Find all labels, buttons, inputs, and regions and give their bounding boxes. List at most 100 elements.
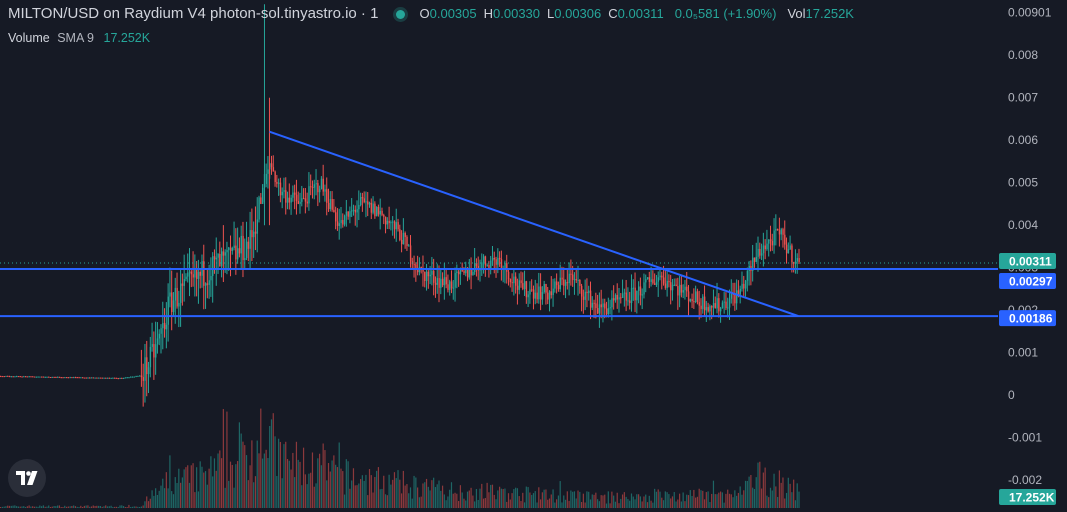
volume-bar [224,487,226,508]
volume-bar [666,492,668,508]
candle-body [541,292,544,300]
candle-body [646,277,649,280]
volume-bar [217,453,219,508]
volume-bar [518,496,520,508]
symbol-title[interactable]: MILTON/USD on Raydium V4 photon-sol.tiny… [8,5,379,22]
volume-bar [429,490,431,508]
volume-bar [780,482,782,508]
volume-bar [174,477,176,508]
volume-bar [358,483,360,508]
market-status-dot-icon [396,9,406,19]
candle-body [586,291,588,294]
candle-body [621,293,624,298]
volume-bar [468,490,470,508]
candle-body [365,201,367,203]
trendline[interactable] [269,130,799,318]
candle-body [83,377,86,379]
volume-bar [254,476,257,508]
volume-bar [28,505,30,508]
candle-body [335,212,337,222]
volume-bar [550,494,552,508]
volume-bar [372,492,374,508]
candle-body [237,248,239,260]
volume-bar [411,498,413,508]
candle-body [654,283,656,285]
volume-bar [516,488,519,508]
volume-bar [105,505,107,508]
candle-body [463,270,465,274]
candle-body [655,281,658,285]
candle-body [181,283,184,286]
candle-body [85,377,87,379]
volume-bar [659,491,661,508]
candle-body [559,277,561,290]
volume-bar [787,477,789,508]
candle-body [741,283,743,289]
volume-bar [363,480,365,508]
candle-body [629,300,631,304]
volume-bar [204,471,207,508]
candle-body [580,285,583,297]
volume-bar [609,503,611,508]
candle-body [119,378,121,380]
candle-body [244,258,246,261]
volume-bar [258,453,260,508]
candle-body [8,376,11,378]
volume-bar [49,507,52,508]
candle-body [235,245,237,260]
volume-bar [764,467,766,508]
candle-body [163,322,166,330]
volume-bar [618,503,620,508]
candle-body [481,262,483,270]
candle-body [329,198,332,210]
candle-body [267,169,269,174]
volume-bar [197,491,200,508]
volume-legend[interactable]: Volume SMA 9 17.252K [8,31,150,45]
volume-bar [240,433,242,508]
tradingview-logo-icon[interactable] [8,459,46,497]
volume-bar [329,471,331,508]
candle-body [254,231,257,234]
volume-bar [541,492,543,508]
volume-bar [775,486,777,508]
candle-body [393,221,396,230]
volume-bar [556,499,558,508]
volume-bar [643,496,645,508]
candle-body [552,288,554,296]
candle-body [313,184,316,188]
candle-body [417,268,419,273]
volume-bar [547,499,549,508]
candle-body [440,278,442,288]
volume-bar [680,501,682,508]
volume-bar [85,505,87,508]
volume-bar [16,506,18,508]
candle-body [554,281,556,289]
candle-body [584,291,586,300]
volume-bar [315,483,317,508]
candle-body [7,375,9,377]
candle-body [662,277,665,284]
candle-body [388,220,390,224]
volume-bar [759,461,761,508]
volume-bar [584,502,586,508]
candle-body [114,377,116,379]
candle-body [527,294,529,298]
candle-body [762,245,765,254]
volume-bar [497,490,499,508]
volume-bar [249,465,251,508]
volume-bar [427,486,429,508]
candle-body [115,377,118,379]
volume-bar [235,464,237,508]
candle-body [311,187,314,189]
volume-bar [33,506,36,508]
candle-body [28,376,30,378]
candle-body [668,281,670,283]
candle-body [402,232,405,245]
candle-body [766,243,768,250]
volume-bar [190,465,192,508]
candle-body [32,376,34,378]
volume-bar [466,491,469,508]
candle-body [73,377,75,379]
